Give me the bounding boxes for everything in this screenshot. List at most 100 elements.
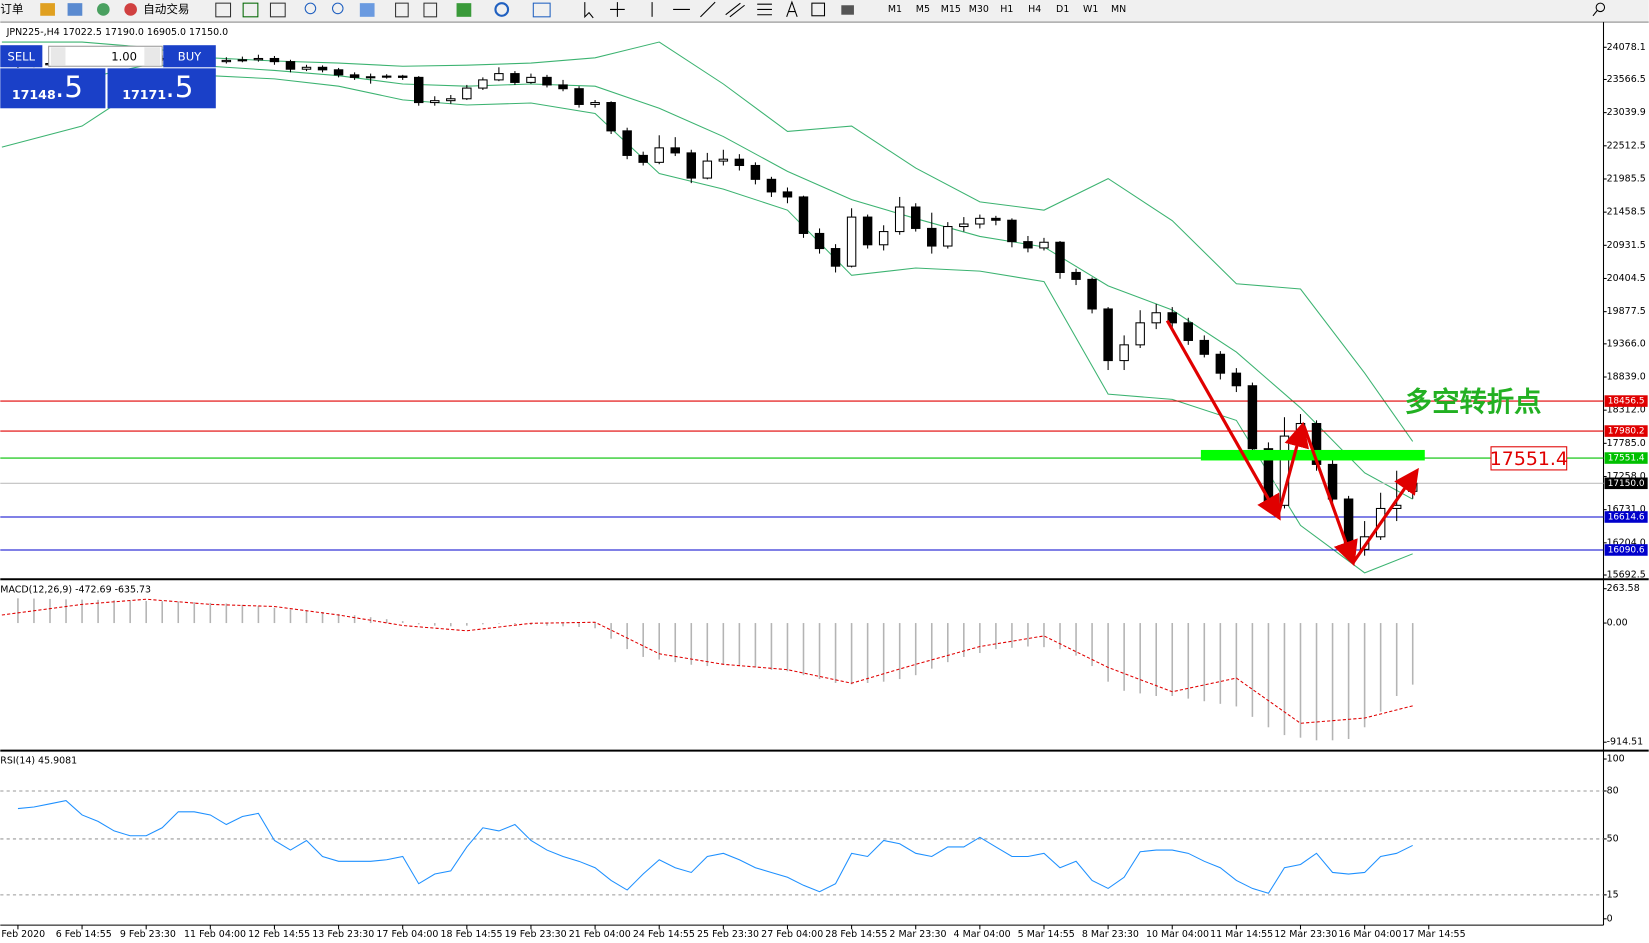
zoom-in[interactable] (304, 2, 317, 15)
search-icon[interactable] (1595, 2, 1606, 13)
bid-box[interactable] (0, 68, 106, 109)
y-tick-label: 21985.5 (1607, 173, 1646, 184)
lots-up[interactable] (144, 47, 161, 66)
candle-body (478, 79, 488, 89)
cursor-tool[interactable] (584, 2, 594, 19)
candle-body (814, 232, 825, 250)
x-tick-label: 24 Feb 14:55 (633, 929, 695, 940)
price-level-label: 17551.4 (1608, 454, 1645, 464)
candle-body (766, 178, 777, 193)
icon[interactable] (67, 3, 83, 16)
price-level-label: 16614.6 (1608, 512, 1645, 522)
icon[interactable] (423, 2, 438, 18)
price-level-label: 18456.5 (1608, 397, 1645, 407)
y-tick-label: 20931.5 (1607, 240, 1646, 251)
timeframe-button[interactable]: M5 (916, 4, 930, 15)
x-tick-label: 2 Mar 23:30 (889, 929, 946, 940)
annotation-text: 多空转折点 (1405, 386, 1542, 418)
fibo-tool[interactable] (757, 3, 772, 16)
icon[interactable] (456, 3, 472, 17)
y-tick-label: 16204.0 (1607, 537, 1646, 548)
candle-body (446, 98, 456, 102)
search-icon[interactable] (1592, 10, 1598, 17)
x-tick-label: Feb 2020 (1, 929, 45, 940)
channel-tool[interactable] (725, 2, 745, 18)
candle-body (718, 158, 729, 162)
text-tool[interactable] (786, 0, 798, 17)
auto-trade-button[interactable]: 自动交易 (143, 2, 189, 16)
buy-button[interactable] (163, 45, 216, 68)
icon[interactable] (359, 3, 375, 17)
new-order-button[interactable]: 订单 (0, 2, 23, 16)
x-tick-label: 17 Mar 14:55 (1402, 929, 1465, 940)
candle-body (253, 57, 264, 61)
timeframe-button[interactable]: M1 (888, 4, 902, 15)
icon[interactable] (494, 2, 510, 17)
timeframe-button[interactable]: MN (1111, 4, 1126, 15)
candle-body (1055, 241, 1065, 273)
candle-body (750, 164, 761, 180)
candle-body (510, 73, 520, 83)
candle-body (269, 57, 280, 63)
timeframe-button[interactable]: D1 (1056, 4, 1069, 15)
trendline-tool[interactable] (700, 1, 716, 18)
candle-body (654, 147, 664, 163)
candle-body (558, 84, 568, 90)
sell-button[interactable] (0, 45, 43, 68)
candle-body (1231, 372, 1242, 387)
candle-body (1327, 463, 1338, 500)
candle-body (670, 147, 680, 154)
icon[interactable] (395, 2, 409, 18)
lots-down[interactable] (50, 47, 66, 66)
candle-body (894, 206, 905, 233)
x-tick-label: 10 Mar 04:00 (1146, 929, 1209, 940)
icon[interactable] (532, 2, 551, 18)
timeframe-button[interactable]: M15 (941, 4, 961, 15)
candle-body (734, 158, 745, 167)
candle-body (285, 61, 296, 70)
price-level-tag (1604, 425, 1648, 437)
x-tick-label: 5 Mar 14:55 (1018, 929, 1075, 940)
candle-body (414, 76, 424, 104)
x-tick-label: 19 Feb 23:30 (505, 929, 567, 940)
crosshair-tool[interactable] (610, 2, 625, 17)
timeframe-button[interactable]: W1 (1083, 4, 1098, 15)
candle-body (494, 73, 504, 81)
buy-label[interactable]: BUY (178, 49, 202, 63)
lots-value[interactable]: 1.00 (111, 49, 137, 63)
annotation-price: 17551.4 (1490, 448, 1568, 470)
candle-body (606, 102, 616, 132)
y-tick-label: 21458.5 (1607, 207, 1646, 218)
candle-body (381, 75, 392, 78)
zoom-out[interactable] (331, 2, 344, 15)
y-tick-label: 50 (1607, 833, 1619, 844)
y-tick-label: 17258.0 (1607, 471, 1646, 482)
candle-body (526, 76, 536, 83)
y-tick-label: -914.51 (1607, 737, 1644, 748)
candle-body (686, 152, 697, 179)
timeframe-button[interactable]: H1 (1000, 4, 1013, 15)
x-tick-label: 21 Feb 04:00 (569, 929, 631, 940)
icon[interactable] (269, 2, 286, 18)
timeframe-button[interactable]: M30 (969, 4, 989, 15)
timeframe-button[interactable]: H4 (1028, 4, 1041, 15)
auto-trade-icon[interactable] (124, 3, 137, 16)
pane-title: RSI(14) 45.9081 (0, 756, 77, 767)
icon[interactable] (40, 3, 55, 16)
icon[interactable] (215, 2, 232, 18)
y-tick-label: 0.00 (1607, 618, 1628, 629)
candle-body (830, 248, 841, 267)
candle-body (1135, 322, 1145, 346)
candle-body (846, 216, 857, 267)
shapes-tool[interactable] (841, 5, 854, 15)
label-tool[interactable] (811, 2, 826, 17)
lots-input[interactable] (48, 45, 163, 67)
candle-body (991, 217, 1001, 221)
y-tick-label: 19366.0 (1607, 338, 1646, 349)
ask-box[interactable] (107, 68, 216, 109)
sell-label[interactable]: SELL (8, 49, 36, 63)
candle-body (317, 66, 328, 71)
candle-body (975, 217, 985, 225)
icon[interactable] (242, 2, 259, 18)
icon[interactable] (97, 3, 110, 16)
